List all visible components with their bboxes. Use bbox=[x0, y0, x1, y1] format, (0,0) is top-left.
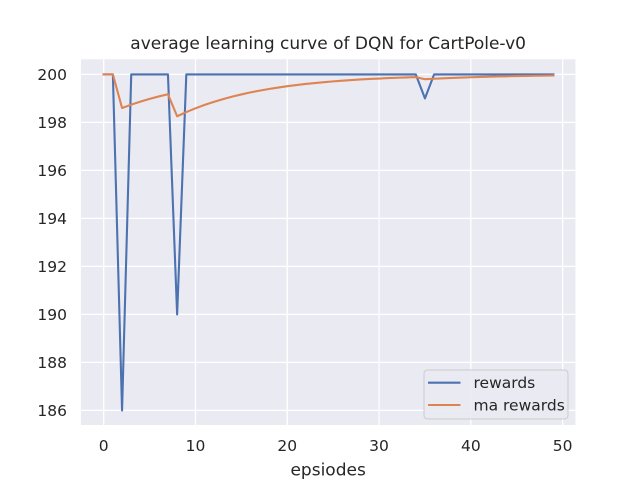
series-line-ma-rewards bbox=[102, 73, 555, 118]
x-tick-label-30: 30 bbox=[369, 437, 389, 455]
y-tick-label-190: 190 bbox=[37, 306, 67, 324]
x-tick-label-10: 10 bbox=[186, 437, 206, 455]
y-tick-label-194: 194 bbox=[37, 210, 67, 228]
legend: rewards ma rewards bbox=[423, 369, 569, 420]
x-axis-label: epsiodes bbox=[290, 461, 365, 481]
legend-label-rewards: rewards bbox=[474, 374, 536, 392]
y-tick-label-198: 198 bbox=[37, 114, 67, 132]
x-tick-label-50: 50 bbox=[553, 437, 573, 455]
y-tick-label-200: 200 bbox=[37, 66, 67, 84]
x-tick-label-20: 20 bbox=[277, 437, 297, 455]
series-line-rewards bbox=[102, 73, 555, 412]
series-lines bbox=[102, 73, 555, 412]
y-tick-label-192: 192 bbox=[37, 258, 67, 276]
y-tick-label-196: 196 bbox=[37, 162, 67, 180]
chart-title: average learning curve of DQN for CartPo… bbox=[130, 34, 526, 54]
x-tick-label-0: 0 bbox=[99, 437, 109, 455]
y-tick-label-186: 186 bbox=[37, 402, 67, 420]
y-tick-label-188: 188 bbox=[37, 354, 67, 372]
plot-area bbox=[80, 59, 576, 426]
legend-label-ma-rewards: ma rewards bbox=[474, 397, 565, 415]
x-tick-label-40: 40 bbox=[461, 437, 481, 455]
